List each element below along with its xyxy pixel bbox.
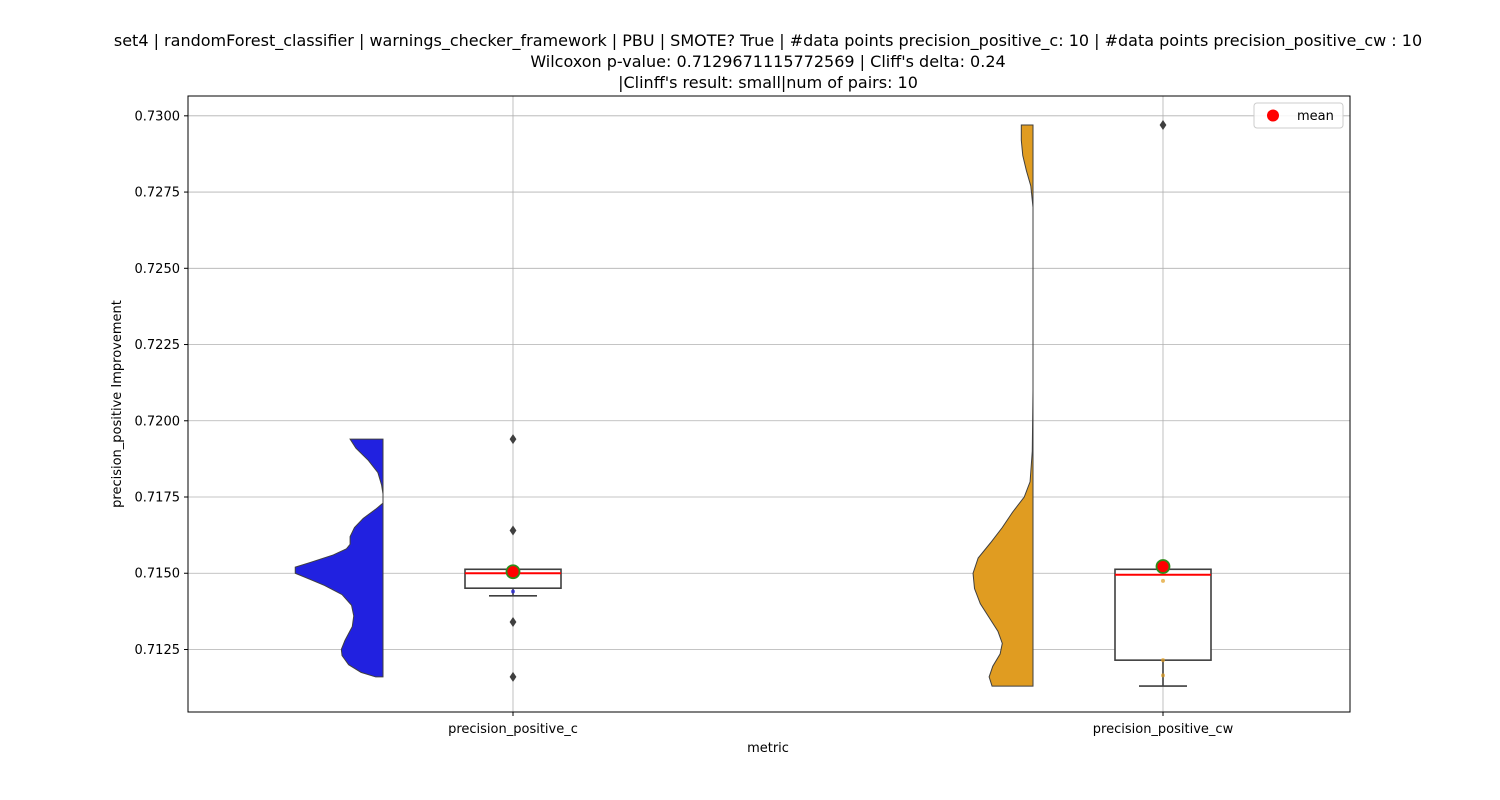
chart-title-line-1: set4 | randomForest_classifier | warning… xyxy=(114,31,1422,51)
plot-frame xyxy=(187,95,1351,713)
outlier-marker xyxy=(509,671,517,682)
y-tick-label: 0.7200 xyxy=(135,414,181,429)
y-tick-label: 0.7150 xyxy=(135,567,181,582)
chart-title-line-2: Wilcoxon p-value: 0.7129671115772569 | C… xyxy=(530,52,1005,71)
legend-mean-label: mean xyxy=(1297,109,1334,124)
y-tick-label: 0.7175 xyxy=(135,491,181,506)
data-point xyxy=(1161,578,1165,583)
x-axis-label: metric xyxy=(747,741,789,756)
x-tick-label: precision_positive_cw xyxy=(1093,722,1234,737)
y-tick-label: 0.7300 xyxy=(135,109,181,124)
mean-marker-precision_positive_c xyxy=(505,564,521,580)
data-points xyxy=(505,119,1171,682)
y-tick-label: 0.7225 xyxy=(135,338,181,353)
violin-half-precision_positive_cw xyxy=(972,124,1034,687)
data-point xyxy=(511,589,515,594)
y-tick-label: 0.7250 xyxy=(135,262,181,277)
legend-mean-marker xyxy=(1267,109,1279,122)
chart-title: set4 | randomForest_classifier | warning… xyxy=(114,31,1422,92)
outlier-marker xyxy=(509,525,517,536)
violins xyxy=(294,124,1034,687)
y-axis-ticks: 0.7125 0.7150 0.7175 0.7200 0.7225 0.7250 0.72… xyxy=(135,109,188,658)
outlier-marker xyxy=(509,617,517,628)
chart-title-line-3: |Clinff's result: small|num of pairs: 10 xyxy=(618,73,918,92)
y-tick-label: 0.7275 xyxy=(135,186,181,201)
outlier-marker xyxy=(1159,119,1167,130)
x-axis-ticks: precision_positive_c precision_positive_c… xyxy=(448,712,1234,737)
box-precision_positive_cw xyxy=(1114,568,1212,661)
y-tick-label: 0.7125 xyxy=(135,643,181,658)
boxplots xyxy=(464,568,1212,687)
outlier-marker xyxy=(509,434,517,445)
legend-box xyxy=(1253,102,1344,129)
legend: mean xyxy=(1253,102,1344,129)
y-axis-label: precision_positive Improvement xyxy=(110,300,125,508)
violin-half-precision_positive_c xyxy=(294,438,384,678)
data-point xyxy=(1161,658,1165,663)
data-point xyxy=(1161,673,1165,678)
mean-marker-precision_positive_cw xyxy=(1155,559,1171,574)
x-tick-label: precision_positive_c xyxy=(448,722,578,737)
